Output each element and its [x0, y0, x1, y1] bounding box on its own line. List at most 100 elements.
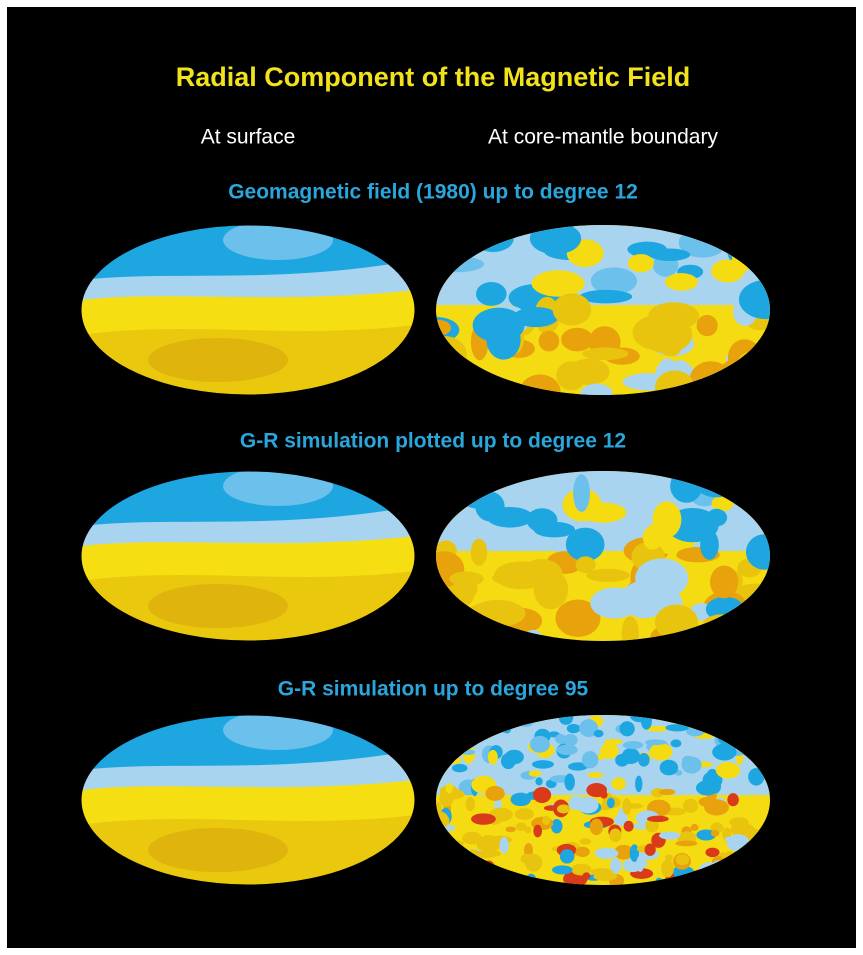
map-blob	[600, 743, 618, 759]
map-blob	[649, 743, 672, 760]
map-blob	[645, 739, 667, 745]
map-blob	[544, 805, 559, 811]
map-blob	[501, 753, 516, 769]
map-blob	[534, 570, 569, 610]
map-blob	[539, 331, 560, 352]
map-blob	[561, 328, 593, 352]
map-blob	[688, 833, 696, 841]
map-blob	[711, 259, 744, 282]
map-blob	[607, 798, 615, 808]
map-blob	[644, 530, 662, 550]
map-blob	[636, 856, 644, 872]
map-blob	[617, 585, 669, 601]
map-blob	[660, 760, 679, 776]
map-blob	[700, 530, 719, 560]
map-contour	[148, 584, 288, 628]
map-contour	[148, 828, 288, 872]
map-blob	[659, 832, 680, 840]
map-blob	[622, 798, 631, 815]
map-blob	[661, 343, 681, 356]
map-blob	[647, 816, 669, 822]
map-blob	[516, 822, 527, 831]
map-blob	[635, 776, 642, 793]
column-header: At surface	[201, 126, 296, 149]
map-blob	[532, 760, 554, 769]
map-blob	[532, 270, 585, 296]
map-blob	[552, 865, 573, 874]
map-blob	[659, 789, 675, 795]
column-header: At core-mantle boundary	[488, 126, 718, 149]
map-blob	[471, 813, 496, 824]
map-blob	[492, 572, 526, 585]
map-blob	[675, 840, 697, 846]
map-blob	[452, 764, 468, 772]
map-blob	[576, 556, 596, 573]
figure: Radial Component of the Magnetic Field A…	[0, 0, 863, 955]
map-blob	[557, 804, 570, 813]
map-blob	[623, 741, 643, 749]
map-blob	[488, 750, 498, 765]
map-blob	[665, 273, 698, 291]
map-blob	[586, 569, 629, 582]
map-blob	[466, 797, 475, 812]
map-blob	[609, 828, 621, 842]
map-blob	[676, 854, 690, 865]
map-blob	[727, 793, 739, 806]
map-blob	[557, 745, 578, 756]
map-blob	[638, 753, 650, 767]
map-blob	[568, 796, 584, 810]
map-blob	[671, 739, 682, 747]
map-blob	[477, 837, 501, 852]
map-blob	[729, 817, 748, 827]
map-blob	[611, 778, 626, 790]
map-blob	[567, 724, 581, 733]
map-blob	[579, 838, 591, 844]
map-blob	[533, 825, 542, 838]
map-blob	[505, 826, 515, 832]
map-blob	[590, 819, 603, 836]
map-contour	[148, 338, 288, 382]
map-blob	[515, 808, 534, 820]
map-blob	[553, 293, 592, 325]
map-blob	[645, 844, 656, 856]
map-blob	[446, 783, 453, 793]
map-blob	[582, 751, 598, 768]
map-blob	[564, 734, 578, 746]
map-blob	[697, 315, 718, 336]
map-blob	[587, 772, 603, 778]
figure-title: Radial Component of the Magnetic Field	[176, 62, 691, 92]
map-blob	[696, 780, 718, 795]
map-blob	[499, 837, 508, 854]
map-blob	[535, 777, 542, 785]
map-blob	[705, 848, 719, 858]
map-blob	[624, 821, 634, 832]
row-title: G-R simulation up to degree 95	[278, 678, 589, 701]
map-blob	[473, 308, 525, 343]
map-blob	[533, 787, 551, 803]
map-blob	[661, 860, 674, 878]
map-blob	[698, 797, 718, 807]
map-blob	[487, 507, 533, 528]
map-blob	[710, 566, 738, 599]
map-blob	[582, 347, 628, 360]
map-blob	[525, 854, 543, 872]
row-title: G-R simulation plotted up to degree 12	[240, 430, 626, 453]
map-blob	[542, 816, 551, 826]
map-blob	[711, 830, 719, 837]
map-blob	[556, 361, 586, 390]
map-blob	[529, 770, 541, 776]
map-blob	[582, 872, 590, 879]
map-blob	[593, 872, 617, 881]
map-blob	[576, 847, 590, 857]
map-blob	[615, 754, 629, 767]
map-blob	[683, 799, 698, 813]
map-blob	[551, 819, 563, 833]
map-blob	[564, 773, 574, 790]
map-blob	[485, 786, 504, 801]
map-blob	[619, 721, 634, 736]
map-blob	[594, 730, 604, 738]
map-blob	[706, 509, 727, 527]
row-title: Geomagnetic field (1980) up to degree 12	[228, 181, 638, 204]
map-blob	[600, 791, 607, 799]
map-blob	[595, 848, 619, 859]
